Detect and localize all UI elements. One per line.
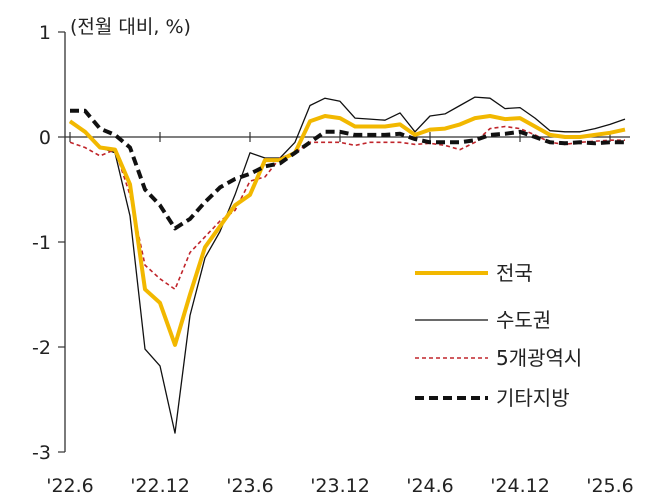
legend-label-0: 전국 bbox=[496, 261, 533, 285]
legend-label-2: 5개광역시 bbox=[496, 346, 582, 370]
legend-label-1: 수도권 bbox=[496, 308, 551, 332]
series-line-3 bbox=[70, 108, 625, 231]
chart-axes: 1 0 -1 -2 -3 (전월 대비, %) '22.6 '22.12 '23.6 '23.12… bbox=[32, 16, 634, 497]
x-tick-label: '24.6 bbox=[406, 475, 454, 497]
x-tick-label: '22.6 bbox=[46, 475, 94, 497]
x-tick-label: '23.12 bbox=[310, 475, 370, 497]
x-tick-label: '25.6 bbox=[586, 475, 634, 497]
x-tick-label: '23.6 bbox=[226, 475, 274, 497]
x-tick-label: '24.12 bbox=[490, 475, 550, 497]
series-line-0 bbox=[68, 114, 626, 347]
y-tick-label: -3 bbox=[32, 442, 51, 464]
unit-label: (전월 대비, %) bbox=[70, 16, 191, 38]
x-tick-label: '22.12 bbox=[130, 475, 190, 497]
legend-label-3: 기타지방 bbox=[496, 386, 570, 410]
y-tick-label: -1 bbox=[32, 232, 51, 254]
chart-series bbox=[68, 96, 626, 434]
y-tick-label: 0 bbox=[39, 127, 51, 149]
y-tick-label: 1 bbox=[39, 22, 51, 44]
y-tick-label: -2 bbox=[32, 337, 51, 359]
series-line-2 bbox=[69, 125, 625, 291]
series-line-1 bbox=[69, 96, 626, 434]
